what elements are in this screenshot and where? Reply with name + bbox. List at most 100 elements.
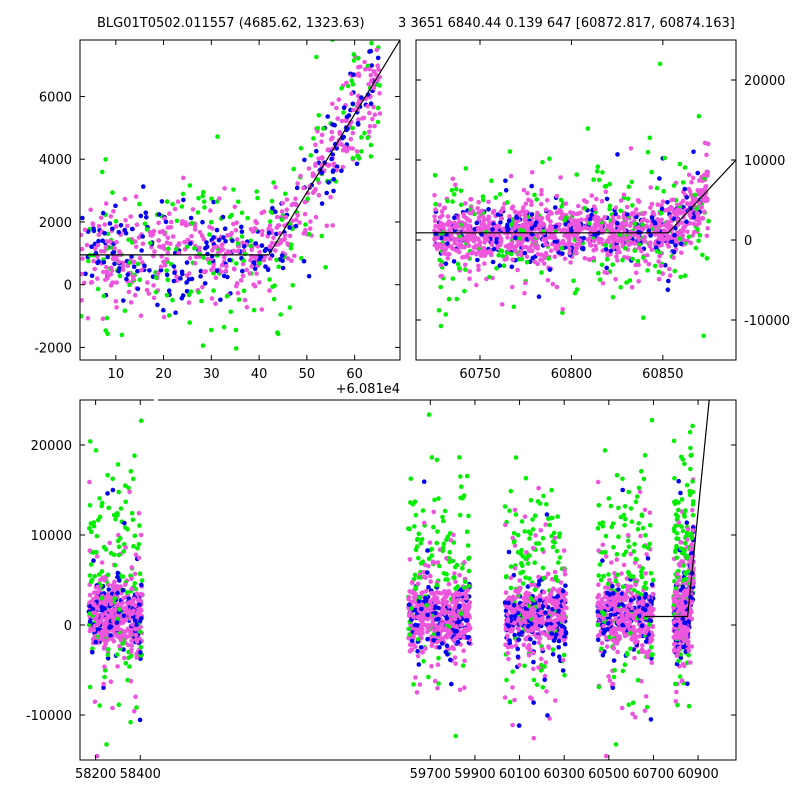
data-point-pink bbox=[92, 699, 98, 705]
data-point-pink bbox=[104, 265, 109, 270]
data-point-green bbox=[242, 251, 248, 257]
data-point-blue bbox=[595, 609, 600, 615]
data-point-pink bbox=[621, 192, 627, 198]
data-point-green bbox=[503, 574, 509, 580]
data-point-pink bbox=[671, 255, 676, 260]
data-point-pink bbox=[596, 582, 601, 587]
data-point-pink bbox=[471, 245, 477, 250]
data-point-blue bbox=[433, 610, 438, 616]
data-point-pink bbox=[285, 241, 290, 246]
data-point-green bbox=[640, 525, 646, 531]
data-point-green bbox=[103, 547, 109, 552]
data-point-green bbox=[93, 448, 99, 453]
data-point-pink bbox=[554, 284, 560, 290]
data-point-blue bbox=[551, 638, 557, 643]
data-point-green bbox=[629, 179, 635, 185]
data-point-pink bbox=[544, 198, 550, 203]
data-point-pink bbox=[123, 605, 129, 610]
data-point-pink bbox=[641, 211, 646, 217]
data-point-pink bbox=[547, 598, 553, 604]
data-point-green bbox=[636, 485, 642, 491]
data-point-pink bbox=[615, 245, 621, 251]
data-point-green bbox=[436, 308, 442, 313]
data-point-green bbox=[80, 313, 84, 319]
data-point-pink bbox=[692, 229, 697, 235]
data-point-pink bbox=[113, 224, 119, 229]
data-point-pink bbox=[290, 218, 295, 224]
data-point-pink bbox=[467, 269, 473, 274]
data-point-blue bbox=[122, 520, 127, 526]
data-point-green bbox=[279, 217, 285, 222]
data-point-pink bbox=[549, 577, 555, 582]
data-point-green bbox=[532, 560, 537, 565]
data-point-pink bbox=[502, 695, 508, 700]
data-point-pink bbox=[284, 197, 290, 202]
data-point-pink bbox=[123, 218, 128, 223]
data-point-green bbox=[127, 282, 132, 288]
data-point-green bbox=[659, 210, 664, 216]
data-point-green bbox=[255, 195, 260, 201]
data-point-pink bbox=[421, 614, 426, 619]
data-point-pink bbox=[452, 220, 457, 226]
data-point-green bbox=[556, 560, 561, 565]
data-point-pink bbox=[615, 238, 620, 244]
axes-frame bbox=[415, 39, 737, 361]
data-point-green bbox=[643, 533, 648, 538]
data-point-blue bbox=[293, 223, 299, 229]
data-point-green bbox=[118, 506, 124, 511]
data-point-pink bbox=[257, 280, 262, 285]
data-point-pink bbox=[259, 232, 265, 237]
data-point-green bbox=[144, 227, 150, 232]
data-point-pink bbox=[147, 229, 153, 235]
data-point-green bbox=[351, 58, 357, 63]
data-point-green bbox=[432, 173, 438, 178]
data-point-green bbox=[105, 652, 111, 658]
data-point-pink bbox=[370, 116, 375, 122]
data-point-green bbox=[480, 194, 486, 199]
data-point-blue bbox=[559, 623, 565, 629]
data-point-pink bbox=[267, 256, 273, 261]
data-point-pink bbox=[499, 302, 505, 307]
data-point-blue bbox=[529, 212, 535, 217]
data-point-green bbox=[502, 504, 508, 509]
data-point-green bbox=[290, 283, 296, 288]
data-point-pink bbox=[482, 237, 488, 243]
model-line bbox=[80, 40, 400, 256]
data-point-pink bbox=[534, 233, 539, 239]
data-point-green bbox=[704, 255, 710, 261]
data-point-pink bbox=[693, 197, 699, 202]
data-point-green bbox=[359, 149, 364, 154]
data-point-pink bbox=[545, 214, 550, 220]
data-point-pink bbox=[222, 186, 227, 191]
data-point-pink bbox=[587, 226, 592, 232]
data-point-pink bbox=[524, 550, 529, 555]
data-point-green bbox=[153, 289, 159, 295]
data-point-blue bbox=[227, 257, 232, 263]
data-point-pink bbox=[520, 208, 525, 214]
data-point-pink bbox=[102, 644, 107, 649]
data-point-blue bbox=[80, 215, 85, 221]
data-point-pink bbox=[446, 609, 451, 615]
data-point-pink bbox=[415, 614, 421, 620]
data-point-pink bbox=[82, 227, 88, 233]
data-point-pink bbox=[561, 637, 567, 643]
data-point-green bbox=[287, 221, 293, 227]
data-point-blue bbox=[600, 558, 605, 563]
data-point-pink bbox=[522, 619, 528, 625]
data-point-blue bbox=[172, 270, 177, 276]
data-point-pink bbox=[477, 243, 483, 248]
data-point-pink bbox=[704, 169, 710, 175]
data-point-green bbox=[165, 277, 171, 283]
data-point-blue bbox=[354, 161, 360, 167]
data-point-pink bbox=[441, 226, 446, 232]
data-point-green bbox=[527, 536, 532, 541]
data-point-pink bbox=[210, 226, 215, 231]
data-point-pink bbox=[523, 201, 529, 207]
data-point-pink bbox=[197, 229, 203, 235]
data-point-green bbox=[433, 201, 438, 207]
data-point-pink bbox=[632, 211, 637, 216]
data-point-green bbox=[519, 256, 525, 262]
data-point-blue bbox=[331, 177, 337, 182]
data-point-pink bbox=[365, 103, 370, 109]
